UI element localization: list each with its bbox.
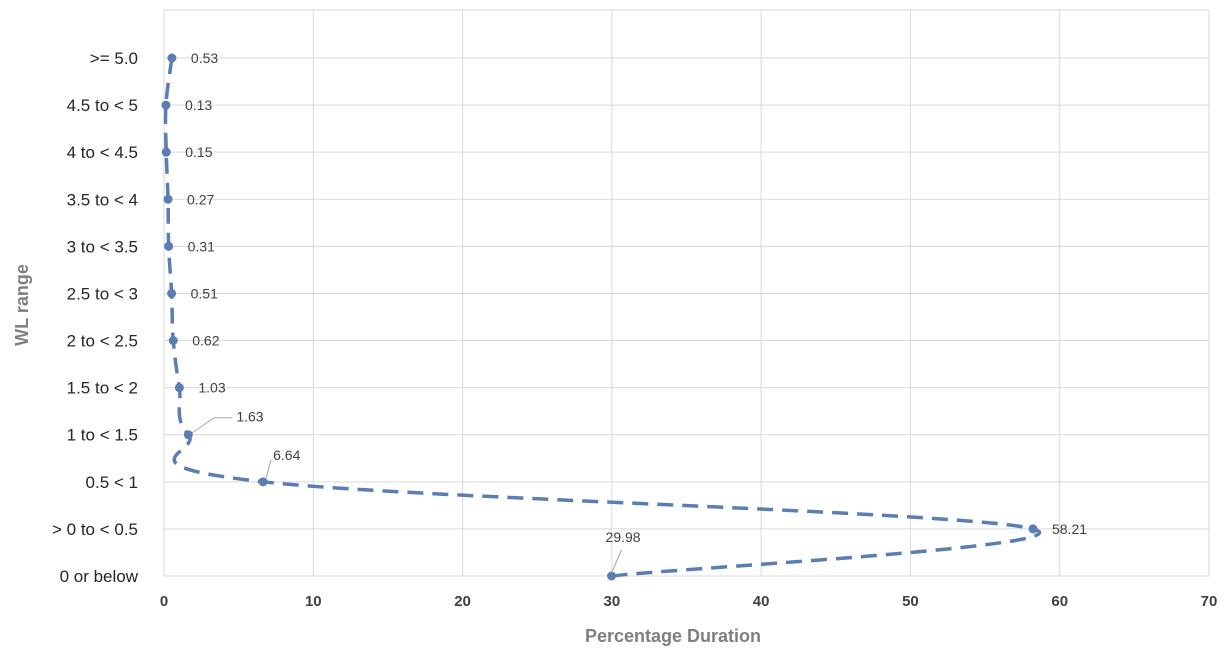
data-point (1028, 524, 1038, 534)
data-label: 0.53 (191, 50, 218, 66)
series-group (161, 53, 1042, 581)
y-axis-category-labels: 0 or below > 0 to < 0.5 0.5 < 1 1 to < 1.5 1… (52, 49, 139, 586)
data-label: 0.13 (185, 97, 212, 113)
y-category-label: 2 to < 2.5 (67, 332, 138, 351)
data-labels: 29.98 58.21 6.64 1.63 1.03 0.62 0.51 0.31 0.27 0.… (185, 50, 1087, 574)
data-point (167, 53, 177, 63)
x-axis-ticks: 0 10 20 30 40 50 60 70 (160, 593, 1218, 610)
data-point (167, 288, 177, 298)
y-category-label: >= 5.0 (90, 49, 138, 68)
x-tick-label: 20 (454, 593, 471, 610)
data-label: 0.51 (191, 285, 218, 301)
data-point (161, 100, 171, 110)
x-axis-title: Percentage Duration (585, 626, 761, 646)
data-label: 0.31 (188, 238, 215, 254)
x-tick-label: 70 (1201, 593, 1218, 610)
data-label: 1.03 (198, 380, 225, 396)
y-category-label: 1 to < 1.5 (67, 426, 138, 445)
y-category-label: 0 or below (60, 567, 139, 586)
y-category-label: 1.5 to < 2 (67, 379, 138, 398)
x-tick-label: 10 (305, 593, 322, 610)
data-label-leader (611, 549, 623, 574)
y-category-label: 4.5 to < 5 (67, 96, 138, 115)
y-category-label: 2.5 to < 3 (67, 284, 138, 303)
y-category-label: > 0 to < 0.5 (52, 520, 138, 539)
x-tick-label: 30 (604, 593, 621, 610)
y-category-label: 3 to < 3.5 (67, 237, 138, 256)
series-line (163, 57, 1042, 578)
data-label: 58.21 (1052, 521, 1087, 537)
data-label: 0.62 (192, 333, 219, 349)
data-label: 0.15 (185, 144, 212, 160)
data-point (161, 147, 171, 157)
data-label: 1.63 (236, 409, 263, 425)
gridlines (163, 9, 1210, 577)
y-category-label: 0.5 < 1 (86, 473, 138, 492)
x-tick-label: 60 (1051, 593, 1068, 610)
x-tick-label: 40 (753, 593, 770, 610)
data-point (183, 430, 193, 440)
y-axis-title: WL range (12, 264, 32, 346)
data-point (164, 241, 174, 251)
data-point (258, 477, 268, 487)
y-category-label: 4 to < 4.5 (67, 143, 138, 162)
data-point (607, 571, 617, 581)
x-tick-label: 0 (160, 593, 168, 610)
x-tick-label: 50 (902, 593, 919, 610)
data-label: 6.64 (273, 447, 300, 463)
y-category-label: 3.5 to < 4 (67, 190, 138, 209)
data-label: 0.27 (187, 191, 214, 207)
data-label: 29.98 (606, 529, 641, 545)
data-point (174, 383, 184, 393)
data-label-leader (192, 417, 233, 434)
data-label-leader (265, 459, 272, 478)
data-point (163, 194, 173, 204)
data-point (168, 336, 178, 346)
